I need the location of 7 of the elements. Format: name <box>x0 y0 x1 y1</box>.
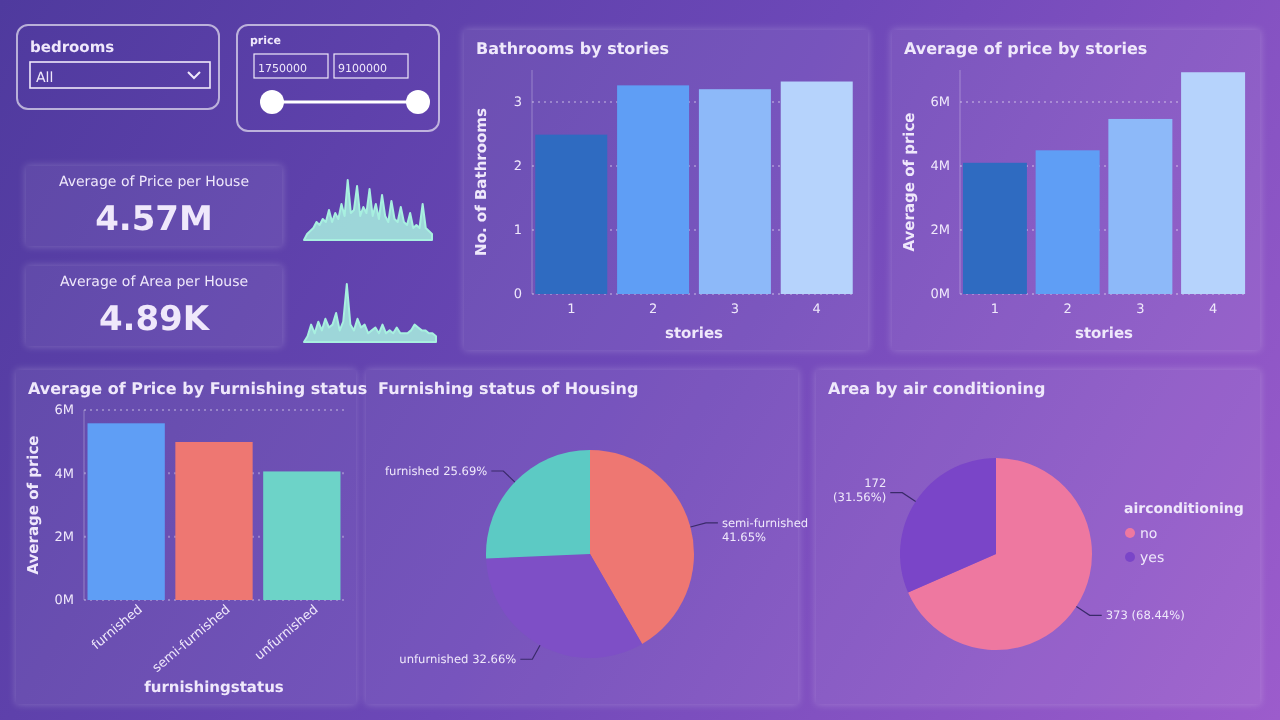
chart-title: Bathrooms by stories <box>476 40 670 58</box>
chart-title: Average of Price by Furnishing status <box>28 380 368 398</box>
chart-title: Furnishing status of Housing <box>378 380 639 398</box>
chart-title: Average of price by stories <box>904 40 1148 58</box>
text: 4.57M <box>95 200 213 240</box>
chart-title: Area by air conditioning <box>828 380 1046 398</box>
text: 4.89K <box>98 300 211 340</box>
